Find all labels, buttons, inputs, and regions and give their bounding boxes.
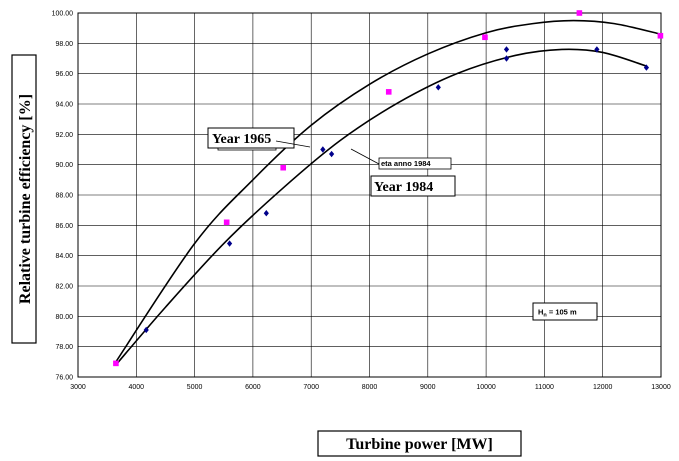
data-point-1984 [226,240,233,247]
data-point-1965 [576,10,583,16]
head-symbol: H [538,308,543,317]
year-1965-box [207,127,295,149]
callout-1965: eta anno 1965 Year 1965 [207,127,311,151]
x-axis-title: Turbine power [MW] [317,430,522,457]
y-tick-label: 100.00 [52,11,74,18]
y-tick-label: 96.00 [55,71,73,78]
x-tick-label: 4000 [129,384,145,391]
data-point-1965 [385,89,392,95]
head-annotation-text: Hn = 105 m [538,308,577,319]
x-tick-label: 10000 [476,384,496,391]
callout-1984-label: eta anno 1984 [381,159,431,168]
head-subscript: n [543,313,547,319]
y-tick-label: 88.00 [55,193,73,200]
year-1965-label: Year 1965 [212,132,271,147]
data-point-1984 [329,150,335,158]
plot-frame [77,12,662,378]
y-tick-label: 90.00 [55,162,73,169]
data-point-1965 [280,164,287,171]
x-tick-label: 12000 [593,384,613,391]
y-tick-label: 78.00 [55,344,73,351]
y-tick-label: 84.00 [55,253,73,260]
x-tick-label: 11000 [535,384,554,391]
y-tick-label: 76.00 [55,375,73,382]
x-tick-label: 6000 [245,384,261,391]
callout-1984-leader [350,148,380,165]
data-point-1984 [503,55,510,62]
data-points [113,10,664,367]
year-1984-box [370,175,456,197]
data-point-1984 [643,64,650,71]
callout-1984: eta anno 1984 Year 1984 [350,148,456,197]
x-axis-title-box [317,430,522,457]
callout-1965-leader [275,140,311,148]
data-point-1984 [143,326,149,334]
x-axis-title-text: Turbine power [MW] [346,436,493,453]
callout-1984-box [378,157,452,170]
y-tick-label: 86.00 [55,223,73,230]
fit-curve-series-0 [115,19,662,363]
x-tick-label: 7000 [303,384,319,391]
data-point-1984 [263,210,269,217]
y-tick-labels: 76.00 78.00 80.00 82.00 84.00 86.00 88.00 90.00… [52,11,74,382]
y-axis-title-box [11,54,37,344]
x-tick-label: 5000 [187,384,203,391]
data-point-1965 [223,219,230,226]
fit-curve-series-1 [115,48,647,366]
x-tick-label: 3000 [70,384,86,391]
year-1984-label: Year 1984 [374,180,433,195]
data-point-1965 [113,360,119,367]
y-tick-label: 82.00 [55,284,73,291]
head-annotation: Hn = 105 m [532,302,598,321]
y-axis-title-text: Relative turbine efficiency [%] [17,94,34,304]
y-axis-title: Relative turbine efficiency [%] [11,54,37,344]
y-tick-label: 94.00 [55,102,73,109]
head-annotation-box [532,302,598,321]
data-point-1984 [594,46,600,53]
data-point-1984 [503,46,510,53]
y-tick-label: 98.00 [55,41,73,48]
fit-curves [115,19,662,366]
head-value: = 105 m [547,308,577,317]
x-tick-labels: 3000 4000 5000 6000 7000 8000 9000 10000 11000 12… [70,384,671,391]
x-tick-label: 13000 [651,384,671,391]
x-tick-label: 8000 [362,384,378,391]
y-tick-label: 92.00 [55,132,73,139]
y-tick-label: 80.00 [55,314,73,321]
x-tick-label: 9000 [420,384,436,391]
data-point-1984 [435,84,441,91]
data-point-1965 [482,34,488,41]
data-point-1984 [320,146,326,153]
data-point-1965 [657,32,664,39]
